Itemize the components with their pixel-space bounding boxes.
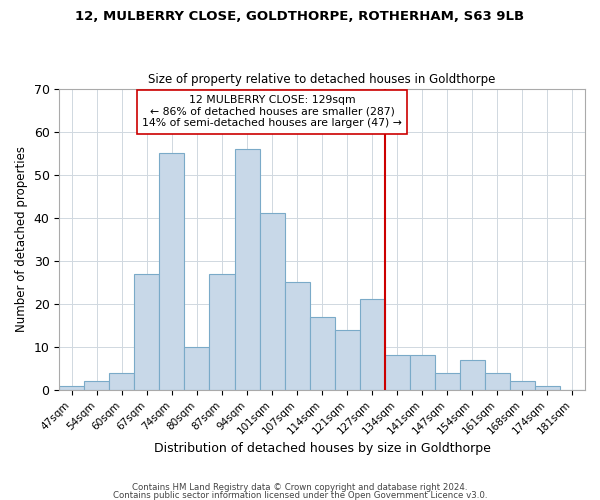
Bar <box>435 372 460 390</box>
Text: Contains HM Land Registry data © Crown copyright and database right 2024.: Contains HM Land Registry data © Crown c… <box>132 484 468 492</box>
Bar <box>59 386 85 390</box>
Bar <box>535 386 560 390</box>
Text: 12 MULBERRY CLOSE: 129sqm
← 86% of detached houses are smaller (287)
14% of semi: 12 MULBERRY CLOSE: 129sqm ← 86% of detac… <box>142 95 402 128</box>
Bar <box>385 356 410 390</box>
Bar <box>209 274 235 390</box>
Y-axis label: Number of detached properties: Number of detached properties <box>15 146 28 332</box>
Bar <box>109 372 134 390</box>
Bar <box>260 214 284 390</box>
Title: Size of property relative to detached houses in Goldthorpe: Size of property relative to detached ho… <box>148 73 496 86</box>
Bar <box>460 360 485 390</box>
Bar <box>310 316 335 390</box>
Bar <box>160 153 184 390</box>
Bar <box>235 149 260 390</box>
Bar <box>359 300 385 390</box>
Bar <box>410 356 435 390</box>
X-axis label: Distribution of detached houses by size in Goldthorpe: Distribution of detached houses by size … <box>154 442 491 455</box>
Bar <box>85 382 109 390</box>
Bar <box>510 382 535 390</box>
Bar <box>184 347 209 390</box>
Text: Contains public sector information licensed under the Open Government Licence v3: Contains public sector information licen… <box>113 490 487 500</box>
Bar <box>134 274 160 390</box>
Bar <box>335 330 359 390</box>
Bar <box>284 282 310 390</box>
Bar <box>485 372 510 390</box>
Text: 12, MULBERRY CLOSE, GOLDTHORPE, ROTHERHAM, S63 9LB: 12, MULBERRY CLOSE, GOLDTHORPE, ROTHERHA… <box>76 10 524 23</box>
